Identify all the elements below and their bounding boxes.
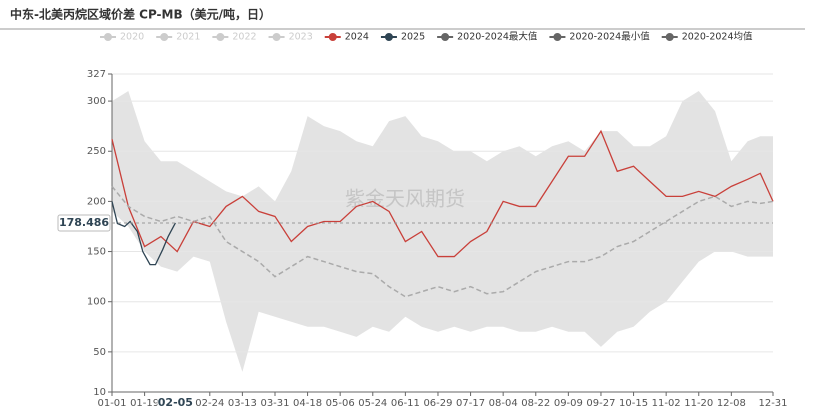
legend-label: 2023 [289, 32, 313, 43]
legend-item[interactable]: 2020-2024均值 [661, 31, 753, 43]
x-tick-label: 09-27 [586, 398, 615, 409]
x-tick-label: 08-22 [521, 398, 550, 409]
x-tick-label: 11-20 [684, 398, 713, 409]
x-tick-label: 04-18 [293, 398, 322, 409]
pointer-x-box [157, 395, 194, 411]
watermark: 紫金天风期货 [345, 187, 465, 211]
x-tick-label: 01-01 [97, 398, 126, 409]
y-tick-label: 50 [93, 347, 106, 358]
pointer-x-label: 02-05 [158, 396, 193, 409]
y-tick-label: 250 [87, 146, 106, 157]
legend-item[interactable]: 2024 [324, 32, 369, 43]
legend-symbol [216, 33, 225, 41]
legend-symbol [328, 33, 337, 41]
legend-symbol [441, 33, 450, 41]
legend-symbol [272, 33, 281, 41]
x-tick-label: 02-24 [195, 398, 224, 409]
x-tick-label: 09-09 [554, 398, 583, 409]
legend-symbol [384, 33, 393, 41]
legend-item[interactable]: 2020 [100, 32, 144, 43]
legend-item[interactable]: 2025 [380, 32, 425, 43]
legend-label: 2020 [120, 32, 144, 43]
pointer-y-label: 178.486 [59, 216, 109, 229]
y-tick-label: 300 [87, 96, 106, 107]
legend-label: 2020-2024最小值 [569, 31, 650, 43]
range-area [112, 211, 773, 392]
legend-item[interactable]: 2023 [268, 32, 313, 43]
legend-label: 2024 [345, 32, 369, 43]
legend-item[interactable]: 2020-2024最大值 [437, 31, 538, 43]
x-tick-label: 01-19 [130, 398, 159, 409]
legend-symbol [665, 33, 674, 41]
legend-symbol [553, 33, 562, 41]
x-tick-label: 06-11 [391, 398, 420, 409]
x-tick-label: 08-04 [489, 398, 518, 409]
y-tick-label: 10 [93, 387, 106, 398]
y-tick-label: 327 [87, 69, 106, 80]
legend-symbol [104, 33, 112, 41]
legend-label: 2020-2024均值 [682, 31, 753, 43]
legend-label: 2021 [176, 32, 200, 43]
legend-label: 2022 [232, 32, 256, 43]
x-tick-label: 12-31 [758, 398, 787, 409]
legend-label: 2020-2024最大值 [457, 31, 538, 43]
x-tick-label: 11-02 [652, 398, 681, 409]
x-tick-label: 10-15 [619, 398, 648, 409]
legend-label: 2025 [401, 32, 425, 43]
chart-title: 中东-北美丙烷区域价差 CP-MB（美元/吨，日） [10, 7, 271, 22]
y-tick-label: 150 [87, 247, 106, 258]
x-tick-label: 03-31 [260, 398, 289, 409]
legend-item[interactable]: 2021 [156, 32, 200, 43]
x-tick-label: 07-17 [456, 398, 485, 409]
series-line [111, 185, 774, 298]
y-tick-label: 200 [87, 196, 106, 207]
x-tick-label: 05-24 [358, 398, 387, 409]
x-tick-label: 05-06 [326, 398, 355, 409]
x-tick-label: 03-13 [228, 398, 257, 409]
series-line [111, 201, 176, 266]
series-line [111, 129, 774, 258]
legend-symbol [160, 33, 169, 41]
range-area [112, 91, 773, 393]
x-tick-label: 12-08 [717, 398, 746, 409]
pointer-y-box [57, 214, 111, 232]
legend-item[interactable]: 2020-2024最小值 [549, 31, 650, 43]
y-tick-label: 100 [87, 297, 106, 308]
legend-item[interactable]: 2022 [212, 32, 257, 43]
x-tick-label: 06-29 [423, 398, 452, 409]
